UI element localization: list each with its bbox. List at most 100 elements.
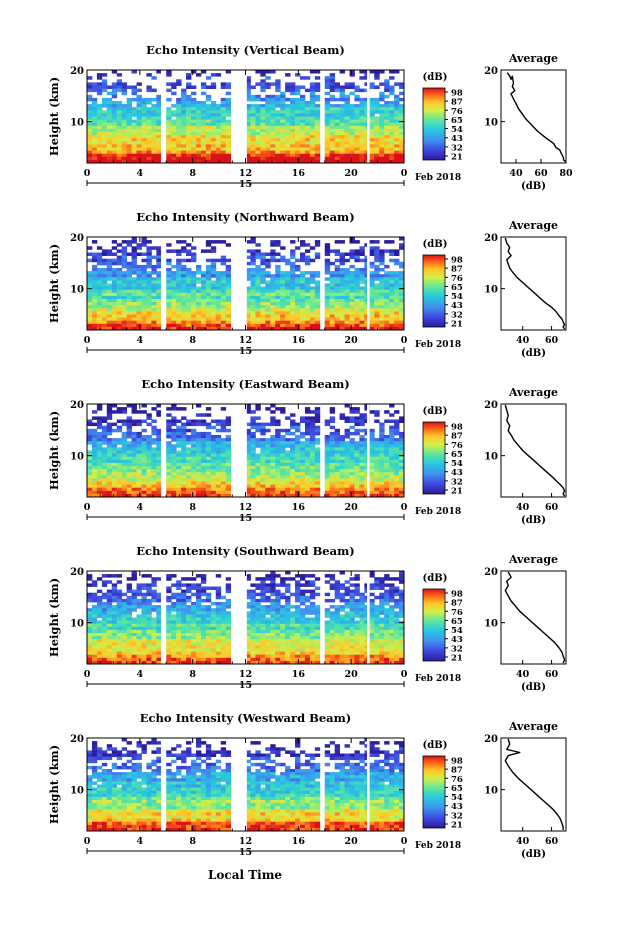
heatmap-cell xyxy=(379,258,385,263)
heatmap-cell xyxy=(101,435,108,439)
heatmap-cell xyxy=(131,435,137,439)
heatmap-cell xyxy=(156,462,162,467)
heatmap-cell xyxy=(220,595,227,600)
heatmap-cell xyxy=(91,475,98,479)
heatmap-cell xyxy=(195,447,202,451)
heatmap-cell xyxy=(225,447,232,451)
heatmap-cell xyxy=(290,431,296,436)
heatmap-cell xyxy=(101,475,108,479)
heatmap-cell xyxy=(146,122,152,127)
heatmap-cell xyxy=(349,110,355,114)
heatmap-cell xyxy=(324,320,331,325)
heatmap-cell xyxy=(369,246,375,250)
heatmap-cell xyxy=(399,592,405,597)
heatmap-cell xyxy=(156,438,162,442)
heatmap-cell xyxy=(91,135,98,139)
heatmap-cell xyxy=(399,317,405,322)
profile-x-tick-label: 40 xyxy=(516,502,530,513)
heatmap-cell xyxy=(369,478,375,482)
colorbar xyxy=(422,87,446,161)
heatmap-cell xyxy=(166,441,172,445)
heatmap-cell xyxy=(399,323,405,328)
heatmap-cell xyxy=(186,428,192,433)
heatmap-cell xyxy=(200,605,207,609)
heatmap-cell xyxy=(210,147,217,151)
heatmap-cell xyxy=(285,416,291,420)
heatmap-cell xyxy=(344,469,350,473)
heatmap-cell xyxy=(186,150,192,155)
heatmap-cell xyxy=(106,150,113,155)
heatmap-cell xyxy=(195,598,202,603)
heatmap-cell xyxy=(270,317,276,322)
heatmap-cell xyxy=(260,580,266,584)
heatmap-cell xyxy=(171,264,177,269)
heatmap-cell xyxy=(374,444,380,448)
heatmap-cell xyxy=(141,289,147,294)
heatmap-cell xyxy=(106,113,113,117)
heatmap-cell xyxy=(399,456,405,461)
heatmap-cell xyxy=(260,586,266,590)
heatmap-cell xyxy=(131,110,137,114)
heatmap-cell xyxy=(111,246,118,250)
heatmap-cell xyxy=(339,271,345,275)
heatmap-cell xyxy=(255,283,261,287)
heatmap-cell xyxy=(389,258,395,263)
heatmap-cell xyxy=(126,97,132,102)
heatmap-cell xyxy=(275,271,281,275)
heatmap-cell xyxy=(176,283,182,287)
heatmap-cell xyxy=(245,447,251,451)
heatmap-cell xyxy=(245,147,251,151)
heatmap-cell xyxy=(101,595,108,600)
heatmap-cell xyxy=(250,116,256,120)
heatmap-cell xyxy=(87,459,93,464)
heatmap-cell xyxy=(334,258,341,263)
heatmap-cell xyxy=(131,91,137,96)
heatmap-cell xyxy=(220,104,227,108)
heatmap-cell xyxy=(309,487,316,492)
heatmap-cell xyxy=(394,425,400,430)
heatmap-cell xyxy=(141,308,147,312)
heatmap-cell xyxy=(245,107,251,111)
heatmap-cell xyxy=(126,110,132,114)
heatmap-cell xyxy=(96,456,103,461)
heatmap-cell xyxy=(176,299,182,303)
heatmap-cell xyxy=(314,608,321,612)
heatmap-cell xyxy=(116,286,123,291)
heatmap-cell xyxy=(101,85,108,89)
heatmap-cell xyxy=(220,305,227,309)
heatmap-cell xyxy=(324,419,331,423)
heatmap-cell xyxy=(245,314,251,318)
heatmap-cell xyxy=(324,264,331,269)
heatmap-cell xyxy=(126,302,132,306)
heatmap-cell xyxy=(245,574,251,578)
heatmap-cell xyxy=(265,311,271,315)
heatmap-cell xyxy=(131,264,137,269)
heatmap-cell xyxy=(205,453,212,458)
heatmap-cell xyxy=(349,292,355,297)
heatmap-cell xyxy=(171,472,177,476)
heatmap-cell xyxy=(176,453,182,458)
heatmap-cell xyxy=(270,302,276,306)
heatmap-cell xyxy=(191,441,197,445)
heatmap-cell xyxy=(195,264,202,269)
heatmap-cell xyxy=(275,487,281,492)
heatmap-cell xyxy=(324,305,331,309)
heatmap-cell xyxy=(131,459,137,464)
heatmap-cell xyxy=(324,323,331,328)
heatmap-cell xyxy=(250,487,256,492)
heatmap-cell xyxy=(384,308,390,312)
heatmap-cell xyxy=(106,602,113,606)
heatmap-cell xyxy=(181,110,187,114)
heatmap-cell xyxy=(275,453,281,458)
heatmap-cell xyxy=(116,595,123,600)
heatmap-cell xyxy=(96,472,103,476)
heatmap-cell xyxy=(166,295,172,300)
heatmap-cell xyxy=(339,258,345,263)
heatmap-cell xyxy=(255,299,261,303)
heatmap-cell xyxy=(260,598,266,603)
heatmap-cell xyxy=(255,605,261,609)
heatmap-cell xyxy=(205,156,212,161)
heatmap-cell xyxy=(171,150,177,155)
heatmap-cell xyxy=(215,153,222,158)
heatmap-cell xyxy=(210,82,217,86)
